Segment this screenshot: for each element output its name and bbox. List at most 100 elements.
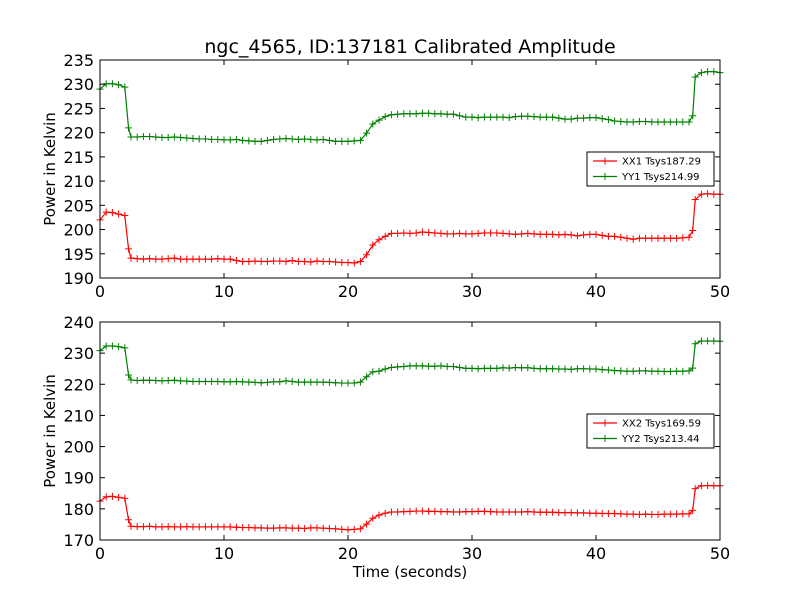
data-point xyxy=(394,229,402,237)
data-point xyxy=(170,523,178,531)
data-point xyxy=(350,137,358,145)
data-point xyxy=(313,136,321,144)
data-point xyxy=(549,365,557,373)
data-point xyxy=(282,258,290,266)
y-tick-label: 230 xyxy=(63,75,94,94)
data-point xyxy=(301,524,309,532)
data-point xyxy=(598,231,606,239)
data-point xyxy=(536,113,544,121)
legend-label: XX2 Tsys169.59 xyxy=(622,419,701,430)
data-point xyxy=(294,258,302,266)
data-point xyxy=(257,379,265,387)
y-tick-label: 240 xyxy=(63,313,94,332)
data-point xyxy=(598,115,606,123)
data-point xyxy=(257,137,265,145)
data-point xyxy=(125,124,133,132)
data-point xyxy=(226,523,234,531)
data-point xyxy=(325,524,333,532)
data-point xyxy=(239,258,247,266)
data-point xyxy=(201,523,209,531)
data-point xyxy=(115,493,123,501)
data-point xyxy=(177,377,185,385)
series-line-2 xyxy=(99,340,721,384)
data-point xyxy=(394,110,402,118)
data-point xyxy=(536,230,544,238)
legend-marker xyxy=(601,419,609,427)
y-tick-label: 190 xyxy=(63,469,94,488)
data-point xyxy=(363,373,371,381)
data-point xyxy=(673,367,681,375)
data-point xyxy=(195,135,203,143)
data-point xyxy=(511,113,519,121)
data-point xyxy=(549,230,557,238)
data-point xyxy=(282,524,290,532)
data-point xyxy=(604,510,612,518)
y-tick-label: 200 xyxy=(63,438,94,457)
series-line-1 xyxy=(99,193,720,264)
y-tick-label: 170 xyxy=(63,531,94,550)
data-point xyxy=(338,137,346,145)
data-point xyxy=(245,524,253,532)
data-point xyxy=(704,482,712,489)
data-point xyxy=(220,378,228,386)
data-point xyxy=(425,507,433,515)
y-tick-label: 235 xyxy=(63,51,94,70)
data-point xyxy=(400,229,408,237)
data-point xyxy=(443,110,451,118)
data-point xyxy=(474,365,482,373)
data-point xyxy=(425,109,433,117)
data-point xyxy=(567,509,575,517)
data-point xyxy=(573,509,581,517)
data-point xyxy=(127,254,135,262)
data-point xyxy=(146,522,154,530)
y-tick-label: 200 xyxy=(63,221,94,240)
data-point xyxy=(654,234,662,242)
data-point xyxy=(648,234,656,242)
data-point xyxy=(146,376,154,384)
data-point xyxy=(604,232,612,240)
data-point xyxy=(115,81,123,89)
data-point xyxy=(573,114,581,122)
data-point xyxy=(332,525,340,533)
data-point xyxy=(505,508,513,516)
data-point xyxy=(319,135,327,143)
data-point xyxy=(139,133,147,141)
legend-marker xyxy=(601,435,609,442)
series-line-1 xyxy=(99,484,720,531)
data-point xyxy=(580,231,588,239)
data-point xyxy=(108,342,116,350)
data-point xyxy=(542,113,550,121)
data-point xyxy=(338,525,346,533)
data-point xyxy=(493,113,501,121)
data-point xyxy=(288,377,296,385)
data-point xyxy=(307,258,315,266)
data-point xyxy=(301,378,309,386)
data-point xyxy=(704,68,712,76)
data-point xyxy=(679,367,687,375)
data-point xyxy=(524,364,532,372)
data-point xyxy=(685,367,693,375)
data-point xyxy=(499,113,507,121)
data-point xyxy=(158,255,166,263)
data-point xyxy=(108,80,116,88)
y-axis-label: Power in Kelvin xyxy=(41,374,59,488)
data-point xyxy=(412,507,420,515)
data-point xyxy=(139,523,147,531)
data-point xyxy=(710,190,718,198)
data-point xyxy=(152,133,160,141)
data-point xyxy=(654,367,662,375)
data-point xyxy=(406,362,414,370)
data-point xyxy=(567,365,575,373)
data-point xyxy=(542,230,550,238)
data-point xyxy=(307,378,315,386)
data-point xyxy=(133,133,141,141)
data-point xyxy=(487,364,495,372)
data-point xyxy=(679,510,687,518)
data-point xyxy=(270,524,278,532)
data-point xyxy=(226,378,234,386)
data-point xyxy=(288,135,296,143)
data-point xyxy=(480,364,488,372)
data-point xyxy=(363,129,371,137)
data-point xyxy=(146,133,154,141)
data-point xyxy=(629,510,637,518)
